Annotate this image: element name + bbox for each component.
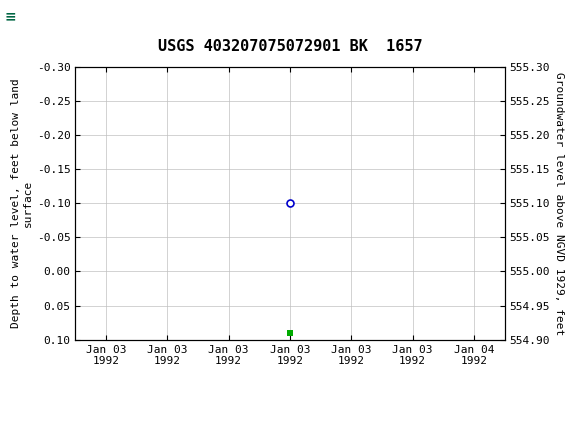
Text: USGS: USGS [20,9,67,24]
FancyBboxPatch shape [3,3,61,30]
Text: ≡: ≡ [5,9,16,23]
Text: USGS 403207075072901 BK  1657: USGS 403207075072901 BK 1657 [158,39,422,53]
Y-axis label: Groundwater level above NGVD 1929, feet: Groundwater level above NGVD 1929, feet [554,71,564,335]
Y-axis label: Depth to water level, feet below land
surface: Depth to water level, feet below land su… [11,78,32,328]
